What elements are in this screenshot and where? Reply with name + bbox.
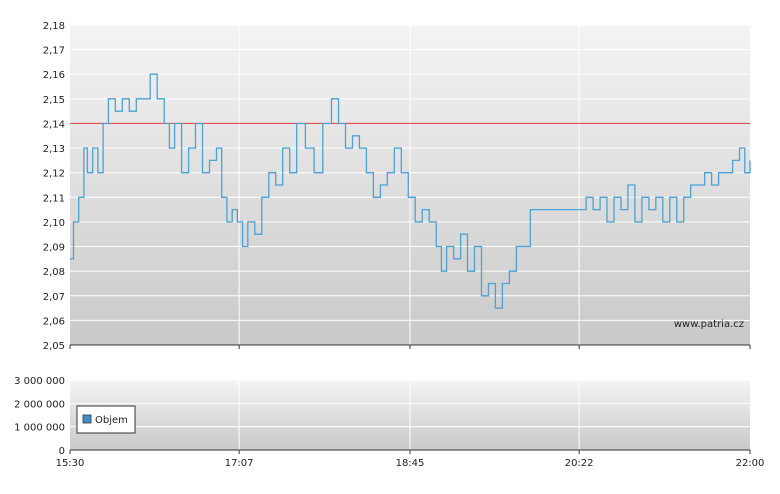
price-y-axis: 2,18 2,17 2,16 2,15 2,14 2,13 2,12 2,11 2,10 2,09… (43, 21, 65, 352)
price-y-tick-label: 2,10 (43, 218, 65, 229)
price-y-tick-label: 2,05 (43, 341, 65, 352)
legend-swatch (82, 414, 92, 424)
price-y-tick-label: 2,07 (43, 292, 65, 303)
price-y-tick-label: 2,06 (43, 316, 65, 327)
price-y-tick-label: 2,13 (43, 144, 65, 155)
price-x-tick-marks (69, 345, 751, 349)
price-y-tick-label: 2,11 (43, 193, 65, 204)
volume-y-tick-label: 2 000 000 (14, 399, 65, 410)
volume-y-tick-label: 3 000 000 (14, 376, 65, 387)
price-y-tick-label: 2,15 (43, 95, 65, 106)
x-tick-label: 17:07 (225, 458, 254, 469)
volume-x-axis: 15:30 17:07 18:45 20:22 22:00 (56, 450, 765, 469)
volume-y-tick-label: 0 (59, 446, 65, 457)
legend-label-objem: Objem (95, 415, 128, 426)
price-y-tick-label: 2,14 (43, 119, 65, 130)
price-y-tick-label: 2,08 (43, 267, 65, 278)
price-y-tick-label: 2,12 (43, 169, 65, 180)
volume-y-tick-label: 1 000 000 (14, 423, 65, 434)
price-y-tick-label: 2,16 (43, 70, 65, 81)
price-series-line (70, 73, 751, 309)
price-y-tick-label: 2,09 (43, 243, 65, 254)
legend: Objem (76, 405, 136, 434)
x-tick-label: 18:45 (396, 458, 425, 469)
watermark-text: www.patria.cz (674, 319, 744, 330)
price-y-tick-label: 2,18 (43, 21, 65, 32)
volume-y-axis: 3 000 000 2 000 000 1 000 000 0 (14, 376, 65, 457)
x-tick-label: 20:22 (565, 458, 594, 469)
price-y-tick-label: 2,17 (43, 46, 65, 57)
price-panel: 2,18 2,17 2,16 2,15 2,14 2,13 2,12 2,11 2,10 2,09… (43, 21, 751, 352)
x-tick-label: 15:30 (56, 458, 85, 469)
x-tick-label: 22:00 (736, 458, 765, 469)
